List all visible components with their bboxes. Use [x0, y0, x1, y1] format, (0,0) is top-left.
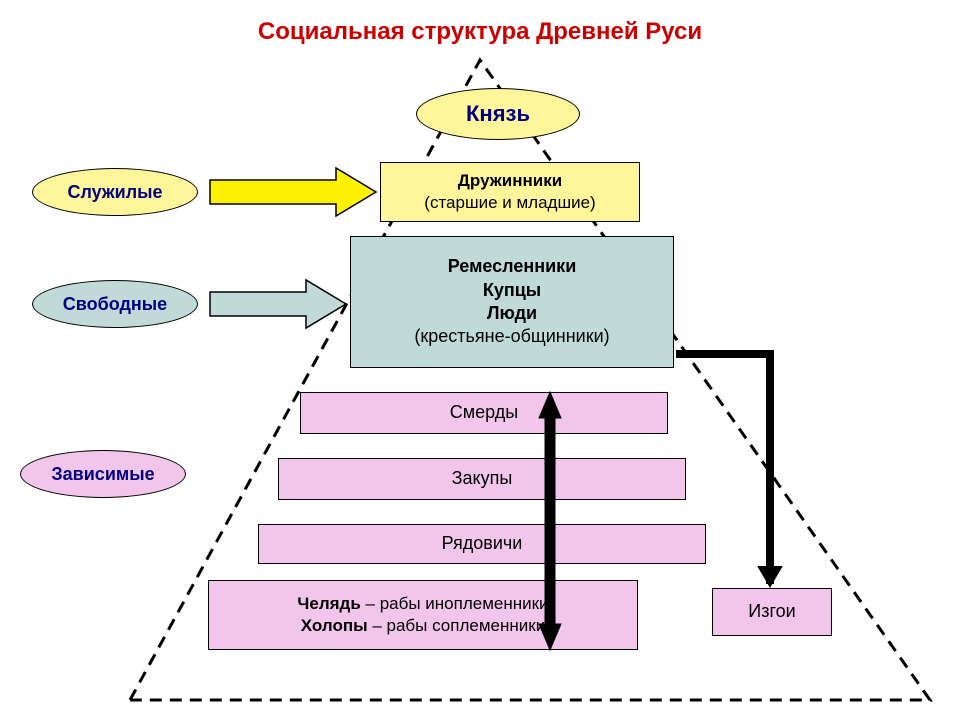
arrow-svobodnye: [210, 280, 346, 328]
ellipse-sluzhilye: Служилые: [32, 168, 198, 216]
box-izgoi: Изгои: [712, 588, 832, 636]
box-ryadovichi: Рядовичи: [258, 524, 706, 564]
diagram-canvas: Социальная структура Древней Руси Князь С…: [0, 0, 960, 720]
ellipse-svobodnye: Свободные: [32, 280, 198, 328]
arrow-sluzhilye: [210, 168, 376, 216]
box-druzhinniki: Дружинники(старшие и младшие): [380, 162, 640, 222]
page-title: Социальная структура Древней Руси: [0, 18, 960, 46]
box-zakupy: Закупы: [278, 458, 686, 500]
box-remeslenniki: РемесленникиКупцыЛюди(крестьяне-общинник…: [350, 236, 674, 368]
ellipse-zavisimye: Зависимые: [20, 450, 186, 498]
ellipse-knyaz: Князь: [416, 88, 580, 140]
box-chelyad: Челядь – рабы иноплеменникиХолопы – рабы…: [208, 580, 638, 650]
box-smerdy: Смерды: [300, 392, 668, 434]
arrow-izgoi-head: [757, 566, 783, 588]
